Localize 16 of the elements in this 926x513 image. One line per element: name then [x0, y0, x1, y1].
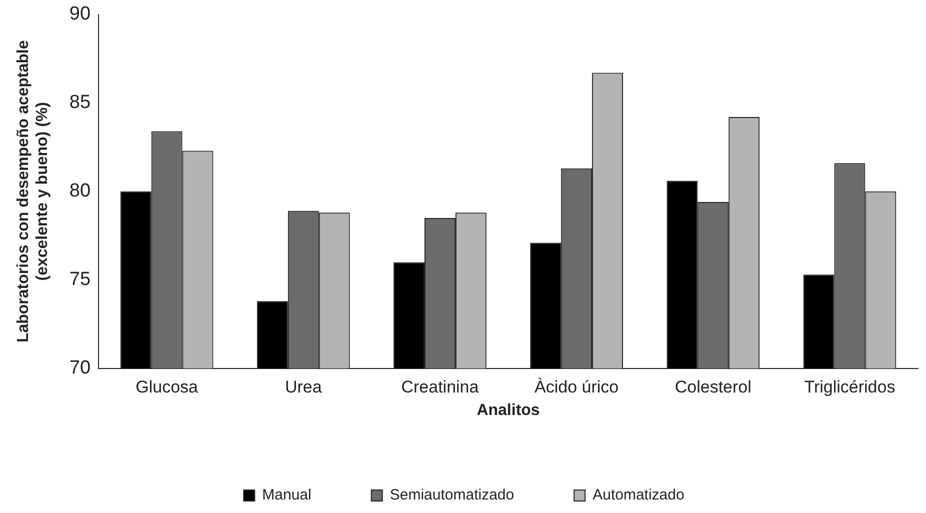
x-tick-label: Urea: [284, 377, 322, 396]
legend-label: Semiautomatizado: [390, 486, 514, 504]
x-tick-label: Glucosa: [136, 377, 199, 396]
x-axis-title: Analitos: [476, 402, 540, 419]
legend-label: Manual: [262, 486, 312, 504]
x-tick-label: Colesterol: [674, 377, 752, 396]
y-tick-label: 70: [69, 358, 91, 379]
y-tick-label: 90: [69, 4, 91, 25]
x-tick-label: Àcido úrico: [534, 377, 619, 396]
x-tick-label: Creatinina: [401, 377, 480, 396]
y-axis-title: Laboratorios con desempeño aceptable (excelente y bueno) (%): [15, 40, 52, 343]
legend-label: Automatizado: [592, 486, 684, 504]
x-tick-label: Triglicéridos: [804, 377, 896, 396]
y-tick-label: 85: [69, 92, 91, 114]
y-tick-label: 80: [69, 180, 91, 202]
y-tick-label: 75: [69, 269, 91, 290]
